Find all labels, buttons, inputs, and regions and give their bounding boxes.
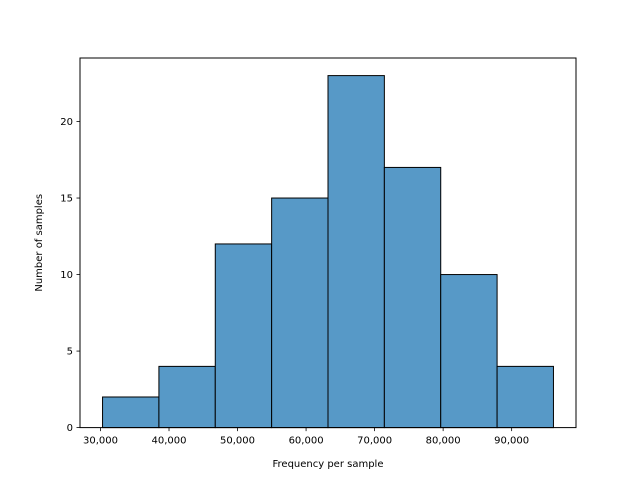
x-tick-label: 30,000 <box>83 436 118 447</box>
histogram-bar <box>271 197 329 429</box>
histogram-bar <box>214 243 273 429</box>
y-axis-label: Number of samples <box>34 194 45 292</box>
y-ticks: 0 5 10 15 20 <box>60 117 80 434</box>
x-tick-label: 70,000 <box>357 436 392 447</box>
y-tick-label: 15 <box>60 194 73 205</box>
bars-group <box>102 75 554 429</box>
x-axis-label: Frequency per sample <box>273 459 384 470</box>
axes-frame <box>79 57 577 429</box>
y-tick-label: 0 <box>67 423 73 434</box>
x-tick-label: 50,000 <box>220 436 255 447</box>
histogram-bar <box>158 365 216 429</box>
y-tick-label: 5 <box>67 347 73 358</box>
y-tick-label: 20 <box>60 117 73 128</box>
histogram-bar <box>327 75 385 429</box>
histogram-bar <box>440 274 498 429</box>
x-tick-label: 40,000 <box>152 436 187 447</box>
histogram-bar <box>102 396 160 429</box>
histogram-bar <box>383 166 442 429</box>
histogram-bar <box>496 365 554 429</box>
x-tick-label: 90,000 <box>494 436 529 447</box>
y-tick-label: 10 <box>60 270 73 281</box>
x-ticks: 30,000 40,000 50,000 60,000 70,000 80,000 90,0… <box>83 427 529 447</box>
x-tick-label: 60,000 <box>289 436 324 447</box>
x-tick-label: 80,000 <box>426 436 461 447</box>
